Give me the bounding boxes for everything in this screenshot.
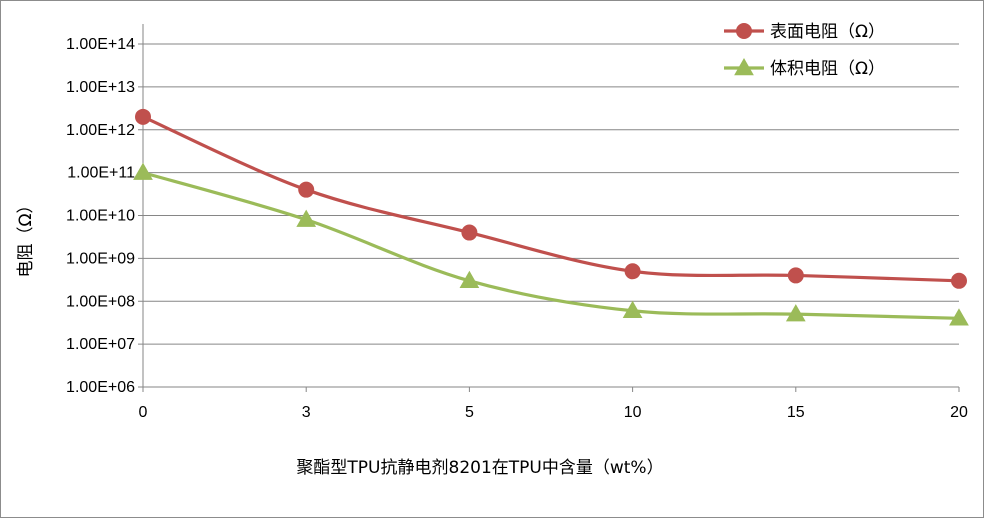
axes (138, 24, 960, 392)
series-1 (135, 108, 967, 289)
y-tick-label: 1.00E+06 (66, 379, 135, 396)
legend-label: 体积电阻（Ω） (770, 59, 885, 79)
data-point (461, 224, 478, 241)
legend-item: 体积电阻（Ω） (724, 57, 885, 79)
y-tick-label: 1.00E+10 (66, 208, 135, 225)
legend-marker (734, 57, 754, 76)
gridlines (143, 43, 959, 345)
data-point (133, 162, 153, 180)
data-point (949, 308, 969, 326)
y-tick-label: 1.00E+12 (66, 122, 135, 139)
x-tick-label: 15 (787, 404, 805, 421)
y-tick-label: 1.00E+11 (67, 165, 135, 182)
y-axis-title: 电阻（Ω） (16, 197, 36, 278)
data-point (459, 270, 480, 289)
data-point (298, 181, 315, 198)
y-tick-label: 1.00E+09 (66, 250, 135, 267)
data-point (296, 209, 317, 227)
legend-label: 表面电阻（Ω） (770, 22, 885, 42)
data-point (622, 300, 643, 319)
data-point (624, 263, 641, 280)
data-point (787, 267, 804, 284)
x-tick-label: 10 (624, 404, 642, 421)
legend-marker (736, 23, 752, 39)
x-tick-label: 5 (465, 404, 474, 421)
series-2 (133, 162, 969, 326)
x-tick-label: 3 (302, 404, 311, 421)
legend-item: 表面电阻（Ω） (724, 22, 885, 42)
x-tick-labels: 0 3 5 10 15 20 (139, 404, 968, 421)
y-tick-label: 1.00E+08 (66, 293, 135, 310)
x-tick-label: 20 (950, 404, 968, 421)
x-axis-title: 聚酯型TPU抗静电剂8201在TPU中含量（wt%） (296, 458, 663, 478)
data-point (785, 304, 806, 322)
y-tick-label: 1.00E+13 (66, 79, 135, 96)
y-tick-label: 1.00E+14 (66, 36, 135, 53)
series-line (142, 171, 960, 320)
y-tick-labels: 1.00E+06 1.00E+07 1.00E+08 1.00E+09 1.00E+10… (66, 36, 135, 396)
data-point (135, 108, 151, 125)
series-layer (133, 108, 969, 326)
y-tick-label: 1.00E+07 (66, 336, 135, 353)
data-point (951, 272, 967, 289)
legend: 表面电阻（Ω） 体积电阻（Ω） (724, 22, 885, 79)
series-line (142, 115, 960, 283)
x-tick-label: 0 (139, 404, 148, 421)
